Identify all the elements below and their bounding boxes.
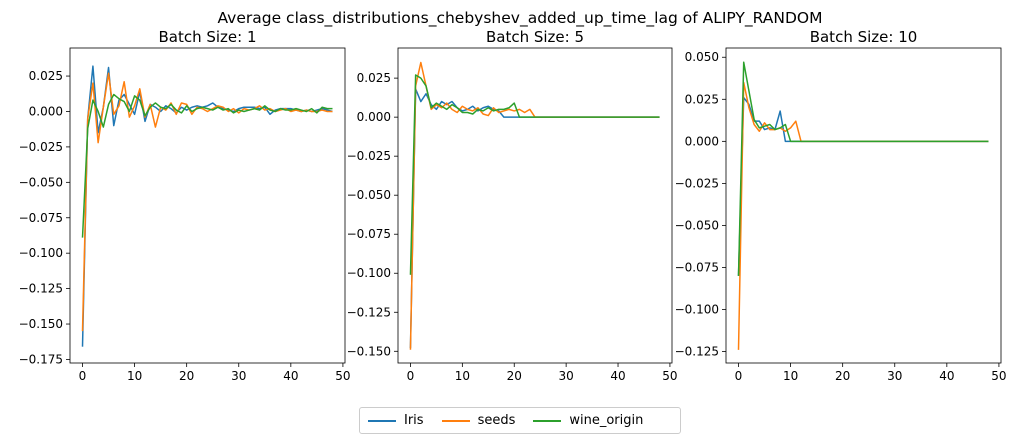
legend-label-iris: Iris (404, 413, 424, 428)
x-tick-label: 50 (662, 369, 677, 383)
legend-label-wine-origin: wine_origin (569, 413, 644, 428)
series-line-iris (81, 65, 333, 347)
legend-label-seeds: seeds (477, 413, 516, 428)
y-tick-label: −0.150 (19, 317, 63, 331)
subplot-title: Batch Size: 10 (810, 28, 918, 46)
legend-entry-wine-origin: wine_origin (533, 413, 643, 428)
y-tick-label: −0.125 (347, 305, 391, 319)
y-tick-label: 0.050 (685, 50, 719, 64)
x-tick-label: 40 (610, 369, 625, 383)
y-tick-label: −0.100 (675, 303, 719, 317)
x-tick-label: 50 (991, 369, 1006, 383)
x-tick-label: 0 (735, 369, 743, 383)
subplot-3: Batch Size: 10 0 10 20 30 40 50 −0.125 −0.100 −0.… (675, 28, 1007, 383)
y-tick-label: 0.000 (357, 110, 391, 124)
x-tick-label: 20 (835, 369, 850, 383)
y-tick-label: −0.025 (347, 149, 391, 163)
legend-entry-seeds: seeds (441, 413, 516, 428)
x-tick-label: 10 (455, 369, 470, 383)
x-tick-label: 40 (939, 369, 954, 383)
series-line-wine-origin (81, 93, 333, 238)
x-tick-label: 0 (79, 369, 87, 383)
legend: Iris seeds wine_origin (359, 407, 681, 434)
series-line-seeds (409, 61, 660, 350)
y-tick-label: −0.075 (347, 227, 391, 241)
y-tick-label: 0.000 (685, 134, 719, 148)
y-tick-label: 0.000 (29, 104, 63, 118)
y-tick-label: −0.125 (19, 282, 63, 296)
legend-swatch-wine-origin (533, 419, 562, 422)
legend-swatch-seeds (441, 419, 470, 422)
x-tick-label: 30 (231, 369, 246, 383)
axes-frame (69, 47, 346, 364)
y-tick-label: −0.050 (347, 188, 391, 202)
subplot-2: Batch Size: 5 0 10 20 30 40 50 −0.150 −0.125 −0.1… (347, 28, 678, 383)
y-tick-label: −0.175 (19, 352, 63, 366)
subplot-title: Batch Size: 1 (158, 28, 256, 46)
x-tick-label: 30 (558, 369, 573, 383)
y-tick-label: −0.025 (675, 176, 719, 190)
x-tick-label: 10 (127, 369, 142, 383)
legend-swatch-iris (368, 419, 396, 422)
x-tick-label: 50 (335, 369, 350, 383)
y-tick-label: −0.050 (19, 175, 63, 189)
legend-entry-iris: Iris (368, 413, 424, 428)
y-tick-label: −0.075 (19, 211, 63, 225)
axes-frame (725, 47, 1002, 364)
subplot-title: Batch Size: 5 (486, 28, 584, 46)
y-tick-label: −0.075 (675, 260, 719, 274)
y-tick-label: −0.025 (19, 140, 63, 154)
x-tick-label: 20 (179, 369, 194, 383)
y-tick-label: 0.025 (357, 71, 391, 85)
series-line-wine-origin (409, 74, 660, 275)
series-line-iris (737, 96, 989, 276)
suptitle: Average class_distributions_chebyshev_ad… (217, 9, 822, 28)
y-tick-label: −0.100 (347, 266, 391, 280)
y-tick-label: −0.125 (675, 345, 719, 359)
y-tick-label: 0.025 (29, 69, 63, 83)
series-line-wine-origin (737, 61, 989, 276)
series-line-seeds (81, 72, 333, 332)
x-tick-label: 10 (783, 369, 798, 383)
series-line-seeds (737, 81, 989, 350)
x-tick-label: 20 (507, 369, 522, 383)
y-tick-label: −0.100 (19, 246, 63, 260)
y-tick-label: −0.150 (347, 344, 391, 358)
subplot-1: Batch Size: 1 0 10 20 30 40 50 −0.175 −0.150 −0.1… (19, 28, 351, 383)
x-tick-label: 30 (887, 369, 902, 383)
series-line-iris (409, 88, 660, 349)
x-tick-label: 0 (407, 369, 415, 383)
axes-frame (397, 47, 673, 364)
y-tick-label: 0.025 (685, 92, 719, 106)
y-tick-label: −0.050 (675, 218, 719, 232)
x-tick-label: 40 (283, 369, 298, 383)
